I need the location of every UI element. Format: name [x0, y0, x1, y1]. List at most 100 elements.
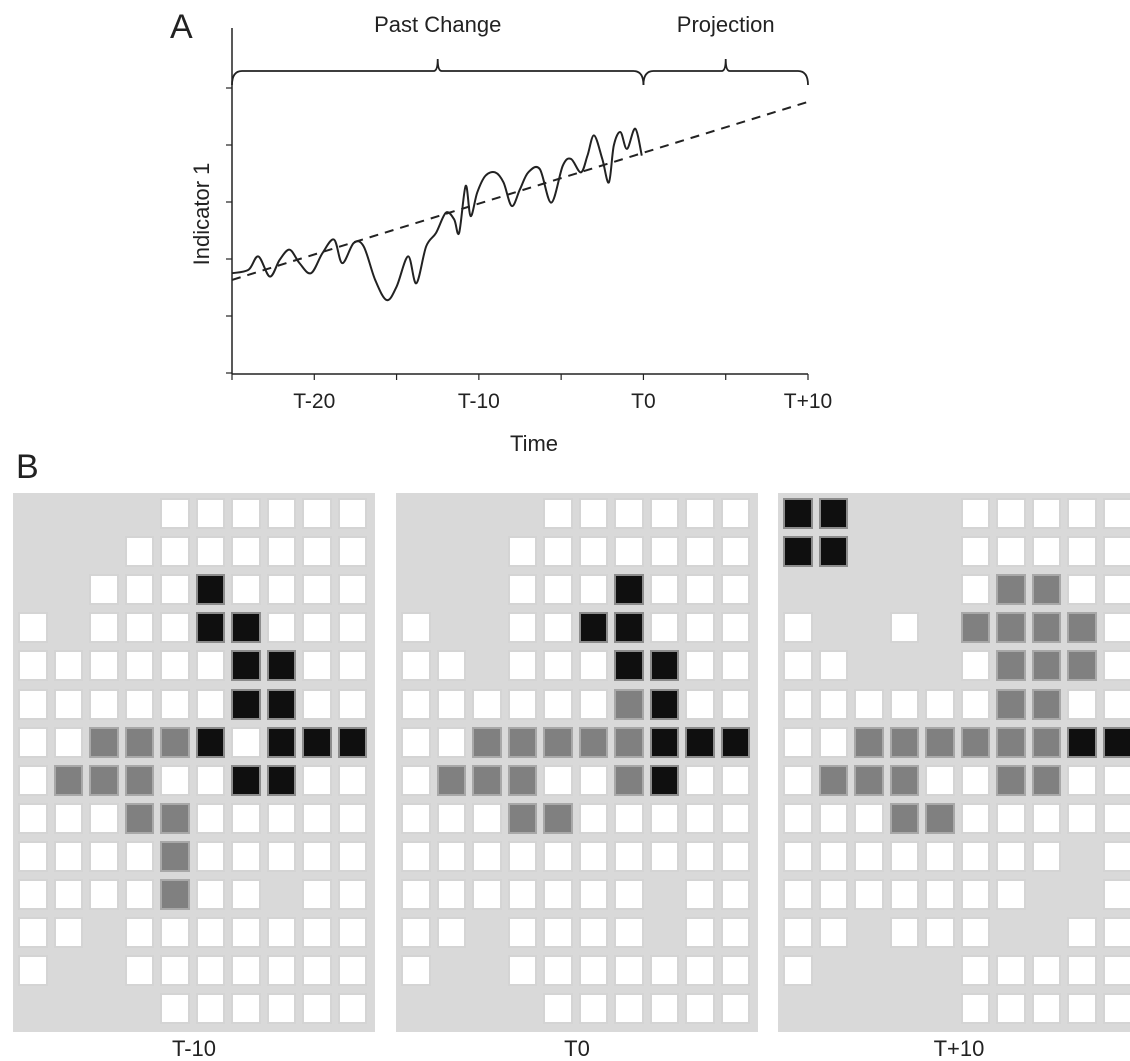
white-cell [1067, 917, 1097, 949]
gray-cell [960, 612, 990, 644]
gray-cell [53, 764, 83, 796]
white-cell [1102, 498, 1130, 530]
dark-cell [266, 650, 296, 682]
white-cell [960, 688, 990, 720]
white-cell [649, 840, 679, 872]
white-cell [507, 612, 537, 644]
white-cell [302, 879, 332, 911]
white-cell [124, 840, 154, 872]
white-cell [337, 688, 367, 720]
white-cell [818, 802, 848, 834]
gray-cell [543, 726, 573, 758]
dark-cell [649, 726, 679, 758]
white-cell [996, 879, 1026, 911]
white-cell [578, 764, 608, 796]
white-cell [543, 574, 573, 606]
white-cell [18, 917, 48, 949]
gray-cell [854, 726, 884, 758]
dark-cell [231, 650, 261, 682]
white-cell [925, 879, 955, 911]
white-cell [720, 802, 750, 834]
dark-cell [614, 650, 644, 682]
white-cell [614, 840, 644, 872]
white-cell [337, 612, 367, 644]
white-cell [507, 650, 537, 682]
white-cell [507, 879, 537, 911]
white-cell [720, 840, 750, 872]
white-cell [889, 688, 919, 720]
white-cell [231, 574, 261, 606]
white-cell [614, 879, 644, 911]
white-cell [960, 840, 990, 872]
white-cell [783, 917, 813, 949]
white-cell [578, 955, 608, 987]
white-cell [337, 917, 367, 949]
white-cell [649, 574, 679, 606]
gray-cell [1031, 764, 1061, 796]
white-cell [160, 764, 190, 796]
white-cell [195, 498, 225, 530]
dark-cell [1102, 726, 1130, 758]
white-cell [401, 802, 431, 834]
dark-cell [783, 536, 813, 568]
white-cell [685, 917, 715, 949]
white-cell [124, 612, 154, 644]
white-cell [53, 650, 83, 682]
white-cell [889, 917, 919, 949]
white-cell [685, 498, 715, 530]
white-cell [18, 879, 48, 911]
white-cell [1031, 840, 1061, 872]
white-cell [302, 650, 332, 682]
white-cell [578, 879, 608, 911]
gray-cell [1067, 650, 1097, 682]
white-cell [337, 498, 367, 530]
dark-cell [302, 726, 332, 758]
white-cell [472, 802, 502, 834]
white-cell [925, 764, 955, 796]
white-cell [720, 612, 750, 644]
gray-cell [889, 726, 919, 758]
dark-cell [614, 612, 644, 644]
white-cell [543, 955, 573, 987]
white-cell [507, 917, 537, 949]
white-cell [18, 802, 48, 834]
white-cell [195, 840, 225, 872]
white-cell [507, 688, 537, 720]
gray-cell [543, 802, 573, 834]
dark-cell [195, 726, 225, 758]
white-cell [925, 917, 955, 949]
grid-label-t-minus-10: T-10 [171, 1036, 217, 1061]
white-cell [1067, 688, 1097, 720]
white-cell [960, 764, 990, 796]
white-cell [266, 993, 296, 1025]
gray-cell [160, 802, 190, 834]
white-cell [231, 536, 261, 568]
white-cell [720, 993, 750, 1025]
white-cell [231, 917, 261, 949]
white-cell [720, 917, 750, 949]
white-cell [543, 993, 573, 1025]
white-cell [302, 993, 332, 1025]
white-cell [160, 955, 190, 987]
white-cell [925, 688, 955, 720]
white-cell [818, 879, 848, 911]
white-cell [124, 688, 154, 720]
indicator-line-solid [231, 127, 643, 302]
white-cell [266, 498, 296, 530]
white-cell [685, 574, 715, 606]
dark-cell [649, 764, 679, 796]
white-cell [1102, 650, 1130, 682]
white-cell [302, 802, 332, 834]
white-cell [889, 612, 919, 644]
white-cell [649, 536, 679, 568]
x-tick-label: T+10 [784, 390, 832, 413]
dark-cell [1067, 726, 1097, 758]
white-cell [1102, 612, 1130, 644]
white-cell [720, 536, 750, 568]
bracket-projection [642, 58, 809, 86]
white-cell [720, 955, 750, 987]
white-cell [783, 955, 813, 987]
white-cell [53, 726, 83, 758]
white-cell [160, 536, 190, 568]
